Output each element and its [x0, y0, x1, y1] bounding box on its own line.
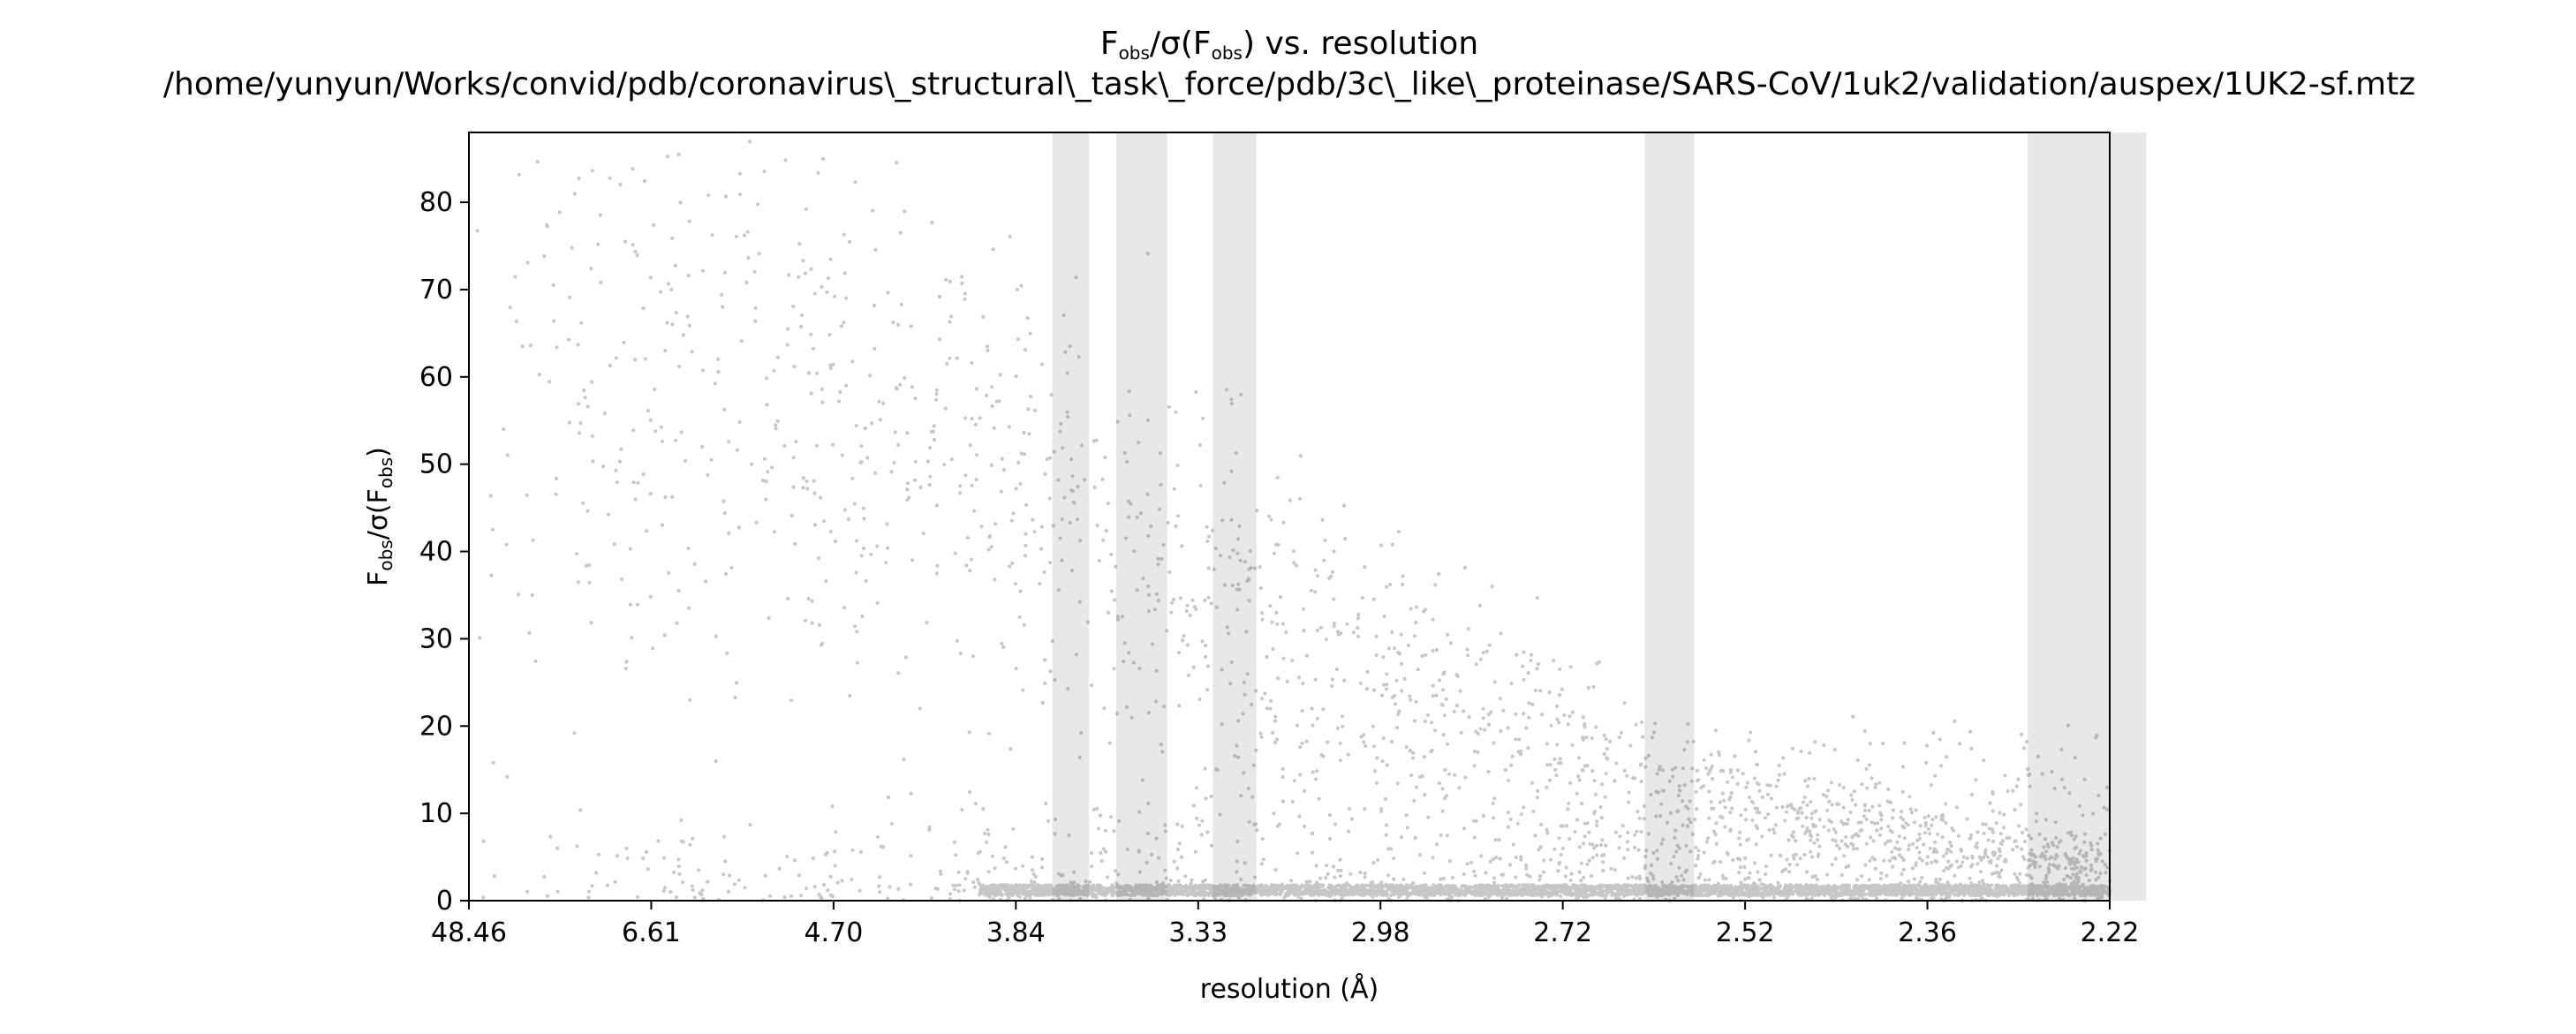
x-tick-label: 2.52 [1716, 917, 1775, 948]
y-tick-label: 40 [419, 537, 453, 568]
y-tick-label: 50 [419, 449, 453, 480]
x-tick-label: 48.46 [431, 917, 507, 948]
ice-ring-bands [1052, 132, 2147, 901]
data-points [475, 140, 2112, 903]
ice-ring-band [1115, 132, 1167, 901]
y-tick-label: 70 [419, 275, 453, 306]
chart-subtitle: /home/yunyun/Works/convid/pdb/coronaviru… [163, 66, 2415, 102]
plot-area [469, 132, 2110, 901]
y-tick-label: 60 [419, 362, 453, 393]
x-tick-label: 4.70 [804, 917, 863, 948]
chart-title: Fobs/σ(Fobs) vs. resolution [1100, 26, 1478, 64]
ice-ring-band [2028, 132, 2147, 901]
x-tick-label: 2.36 [1898, 917, 1957, 948]
x-tick-label: 2.72 [1533, 917, 1592, 948]
y-axis-label: Fobs/σ(Fobs) [363, 447, 397, 586]
y-tick-label: 80 [419, 187, 453, 218]
x-axis-label: resolution (Å) [1200, 973, 1379, 1005]
x-tick-label: 3.33 [1168, 917, 1228, 948]
x-tick-label: 3.84 [986, 917, 1046, 948]
x-axis: 48.46 6.61 4.70 3.84 3.33 2.98 2.72 2.52 2.36 2.2… [431, 901, 2139, 948]
plot-frame [468, 132, 2111, 902]
y-axis: 0 10 20 30 40 50 60 70 80 [419, 187, 469, 917]
scatter-points [475, 140, 2112, 903]
y-tick-label: 0 [436, 886, 453, 917]
x-tick-label: 6.61 [622, 917, 681, 948]
y-tick-label: 20 [419, 711, 453, 742]
ice-ring-band [1052, 132, 1089, 901]
ice-ring-band [1212, 132, 1257, 901]
y-tick-label: 10 [419, 798, 453, 829]
ice-ring-band [1644, 132, 1695, 901]
x-tick-label: 2.98 [1351, 917, 1410, 948]
y-tick-label: 30 [419, 623, 453, 654]
x-tick-label: 2.22 [2081, 917, 2140, 948]
